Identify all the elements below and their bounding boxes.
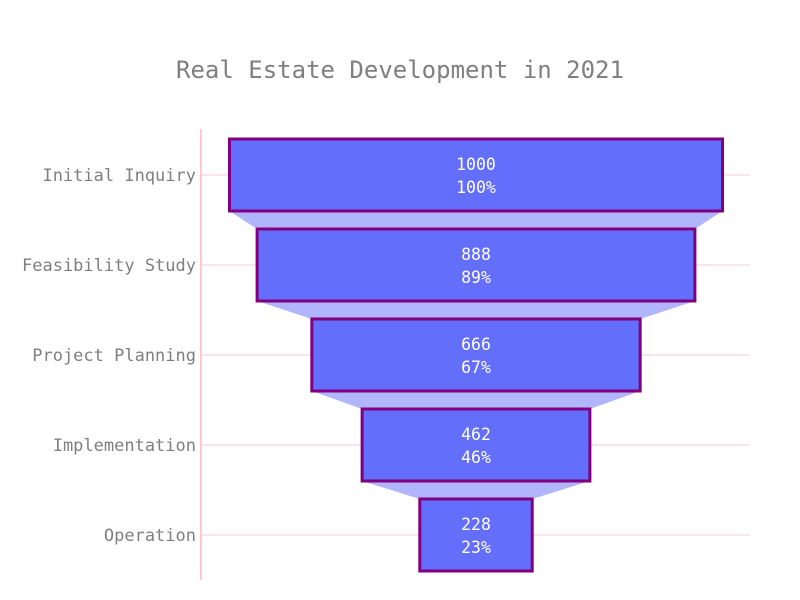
connector-3	[311, 391, 641, 409]
value-label-2: 888	[461, 245, 491, 264]
percent-label-4: 46%	[461, 448, 491, 467]
connectors	[229, 211, 723, 499]
percent-label-1: 100%	[456, 178, 496, 197]
connector-4	[362, 481, 590, 499]
y-tick-label-5: Operation	[104, 526, 196, 546]
value-label-4: 462	[461, 425, 491, 444]
funnel-bar-4	[360, 407, 592, 483]
funnel-bar-5	[418, 497, 534, 573]
percent-label-3: 67%	[461, 358, 491, 377]
data-labels: 1000 100% 888 89% 666 67% 462 46% 228 23%	[456, 155, 496, 557]
y-tick-labels: Initial Inquiry Feasibility Study Project …	[22, 166, 196, 546]
value-label-3: 666	[461, 335, 491, 354]
funnel-bar-2	[255, 227, 697, 303]
percent-label-2: 89%	[461, 268, 491, 287]
y-tick-label-2: Feasibility Study	[22, 256, 196, 276]
value-label-1: 1000	[456, 155, 496, 174]
connector-2	[257, 301, 695, 319]
connector-1	[229, 211, 723, 229]
funnel-bars	[228, 137, 724, 573]
y-tick-label-4: Implementation	[53, 436, 196, 456]
funnel-bar-1	[228, 137, 724, 213]
y-tick-label-1: Initial Inquiry	[42, 166, 196, 186]
percent-label-5: 23%	[461, 538, 491, 557]
y-tick-label-3: Project Planning	[32, 346, 196, 366]
chart-title: Real Estate Development in 2021	[176, 56, 624, 84]
funnel-bar-3	[310, 317, 642, 393]
value-label-5: 228	[461, 515, 491, 534]
